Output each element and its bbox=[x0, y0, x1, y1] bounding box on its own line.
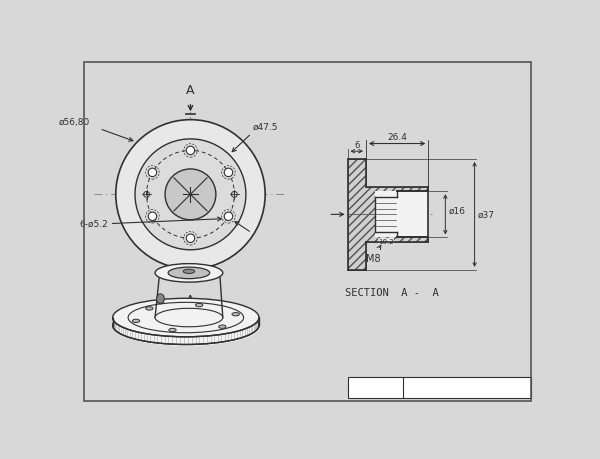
Text: ø56,80: ø56,80 bbox=[58, 118, 89, 126]
Ellipse shape bbox=[169, 329, 176, 332]
Circle shape bbox=[224, 169, 233, 177]
Text: 6: 6 bbox=[354, 141, 359, 150]
Ellipse shape bbox=[157, 294, 164, 304]
Circle shape bbox=[135, 140, 246, 250]
Circle shape bbox=[224, 213, 233, 221]
Text: 6-ø5.2: 6-ø5.2 bbox=[79, 219, 108, 229]
Circle shape bbox=[148, 213, 157, 221]
Text: SECTION  A -  A: SECTION A - A bbox=[346, 287, 439, 297]
Ellipse shape bbox=[218, 325, 226, 329]
Ellipse shape bbox=[133, 319, 140, 323]
Text: TITLE: TITLE bbox=[361, 383, 390, 393]
Text: ø37: ø37 bbox=[478, 210, 494, 219]
Polygon shape bbox=[347, 215, 428, 270]
Ellipse shape bbox=[113, 299, 259, 337]
Text: 16MM HUB: 16MM HUB bbox=[440, 383, 494, 393]
Ellipse shape bbox=[128, 302, 244, 333]
Circle shape bbox=[148, 169, 157, 177]
Circle shape bbox=[186, 235, 194, 243]
Ellipse shape bbox=[146, 307, 153, 310]
Text: A: A bbox=[185, 293, 194, 306]
Text: ø47.5: ø47.5 bbox=[253, 122, 278, 131]
Circle shape bbox=[186, 147, 194, 155]
Text: 10.2: 10.2 bbox=[378, 239, 394, 245]
Ellipse shape bbox=[155, 308, 223, 327]
Ellipse shape bbox=[196, 304, 203, 307]
Bar bbox=[375, 192, 428, 238]
Text: A: A bbox=[185, 84, 194, 96]
Ellipse shape bbox=[168, 268, 210, 279]
Circle shape bbox=[116, 120, 265, 269]
Ellipse shape bbox=[183, 269, 194, 274]
Ellipse shape bbox=[232, 313, 239, 316]
Polygon shape bbox=[347, 160, 428, 215]
Bar bbox=[347, 377, 531, 398]
Text: 26.4: 26.4 bbox=[387, 133, 407, 142]
Circle shape bbox=[165, 169, 216, 220]
Text: M8: M8 bbox=[366, 246, 381, 263]
Ellipse shape bbox=[155, 264, 223, 282]
Text: ø16: ø16 bbox=[448, 206, 466, 215]
Ellipse shape bbox=[113, 306, 259, 345]
